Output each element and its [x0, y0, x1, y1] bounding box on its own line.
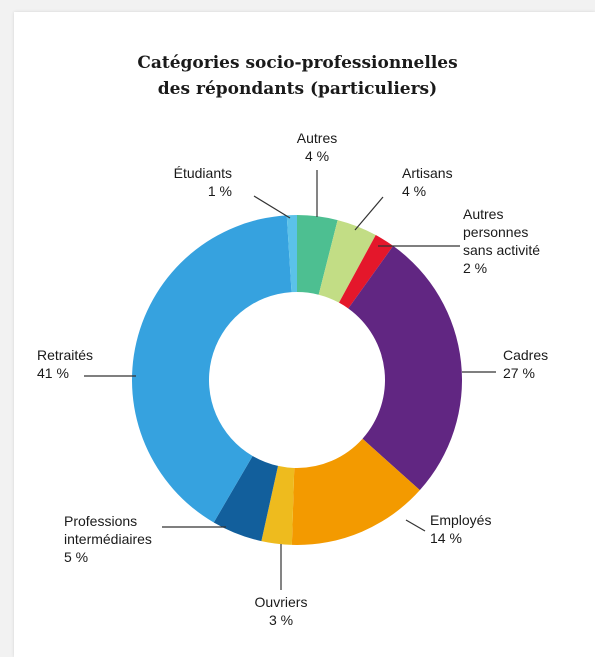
- slice-label-ouvriers: Ouvriers: [255, 594, 308, 610]
- slice-employes: [291, 438, 420, 545]
- slice-cadres: [348, 245, 462, 491]
- chart-title-line-1: Catégories socio-professionnelles: [137, 53, 458, 73]
- chart-card: [14, 12, 595, 657]
- slice-label-prof-inter: intermédiaires: [64, 531, 152, 547]
- chart-title-line-2: des répondants (particuliers): [157, 79, 438, 99]
- slice-retraites: [131, 215, 292, 523]
- slice-label-sans-activite: sans activité: [463, 242, 540, 258]
- slice-value-retraites: 41 %: [37, 365, 69, 381]
- slice-value-cadres: 27 %: [503, 365, 535, 381]
- slice-sans-activite: [339, 235, 394, 309]
- leader-line-etudiants: [253, 195, 291, 219]
- slice-label-sans-activite: Autres: [463, 206, 503, 222]
- donut-slices: [131, 215, 462, 545]
- slice-prof-inter: [213, 455, 278, 542]
- leader-lines: [84, 170, 496, 590]
- slice-autres: [297, 215, 338, 295]
- slice-label-sans-activite: personnes: [463, 224, 528, 240]
- slice-etudiants: [286, 215, 297, 293]
- slice-label-etudiants: Étudiants: [174, 165, 232, 181]
- slice-ouvriers: [261, 465, 295, 545]
- slice-label-employes: Employés: [430, 512, 491, 528]
- slice-label-autres: Autres: [297, 130, 337, 146]
- slice-labels: Autres 4 % Artisans 4 % Autres personnes sans …: [37, 130, 548, 628]
- slice-value-autres: 4 %: [305, 148, 329, 164]
- slice-value-etudiants: 1 %: [208, 183, 232, 199]
- slice-label-cadres: Cadres: [503, 347, 548, 363]
- slice-label-retraites: Retraités: [37, 347, 93, 363]
- leader-line-artisans: [354, 196, 384, 231]
- slice-value-sans-activite: 2 %: [463, 260, 487, 276]
- slice-artisans: [318, 220, 376, 303]
- slice-label-artisans: Artisans: [402, 165, 453, 181]
- slice-value-artisans: 4 %: [402, 183, 426, 199]
- slice-value-ouvriers: 3 %: [269, 612, 293, 628]
- leader-line-employes: [405, 519, 426, 532]
- slice-label-prof-inter: Professions: [64, 513, 137, 529]
- slice-value-employes: 14 %: [430, 530, 462, 546]
- slice-value-prof-inter: 5 %: [64, 549, 88, 565]
